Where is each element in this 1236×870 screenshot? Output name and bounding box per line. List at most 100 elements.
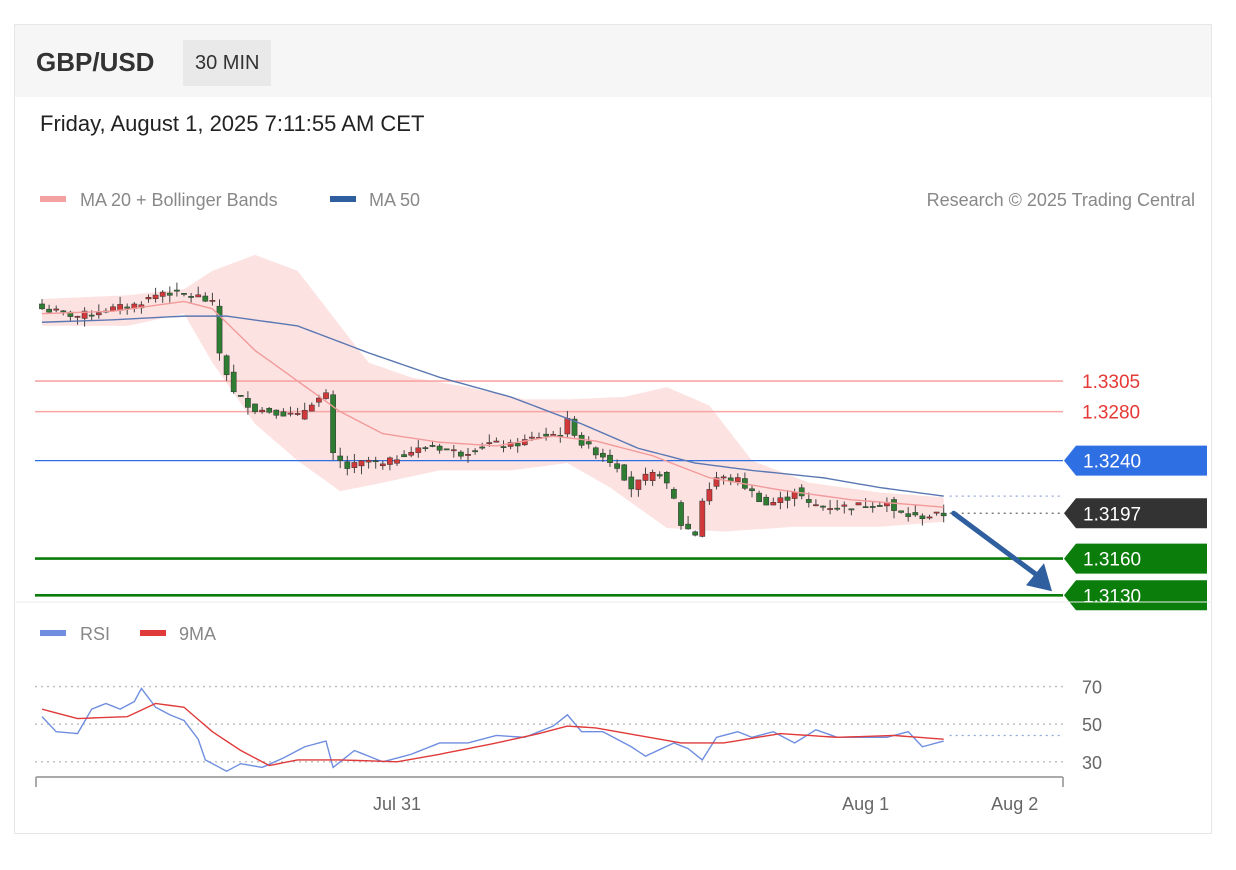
candle-down <box>940 512 947 517</box>
candle-down <box>46 308 52 313</box>
candle-up <box>770 502 777 506</box>
candle-up <box>209 300 216 302</box>
candle-up <box>635 479 642 490</box>
candle-up <box>287 412 294 415</box>
candle-up <box>493 440 500 443</box>
candle-up <box>734 477 741 483</box>
candle-up <box>53 308 60 311</box>
candle-down <box>919 515 926 519</box>
candlesticks <box>39 282 947 538</box>
candle-down <box>876 505 883 507</box>
candle-up <box>95 312 102 316</box>
legend-swatch-ma50 <box>330 196 356 202</box>
forecast-arrow-shaft <box>951 510 1043 580</box>
candle-down <box>600 452 606 458</box>
candle-down <box>834 507 841 510</box>
candle-down <box>607 454 613 463</box>
candle-down <box>436 445 443 451</box>
candle-down <box>252 403 258 413</box>
candle-down <box>756 492 762 503</box>
candle-down <box>401 454 407 458</box>
resistance-label: 1.3305 <box>1082 372 1140 393</box>
candle-down <box>862 506 869 509</box>
candle-down <box>181 293 187 295</box>
candle-down <box>543 433 549 437</box>
candle-down <box>124 306 131 309</box>
x-tick-label: Aug 2 <box>991 794 1038 814</box>
candle-up <box>259 409 265 413</box>
candle-down <box>891 499 897 511</box>
bollinger-band-area <box>42 254 944 532</box>
candle-down <box>621 464 628 481</box>
candle-up <box>316 397 322 403</box>
timeframe-badge[interactable]: 30 MIN <box>183 40 272 86</box>
candle-up <box>408 451 415 456</box>
ma50-line <box>41 315 944 497</box>
legend-rsi: RSI <box>80 624 110 644</box>
candle-up <box>713 477 720 487</box>
candle-down <box>230 371 237 393</box>
candle-up <box>294 413 301 415</box>
candle-up <box>394 459 400 464</box>
x-tick-label: Aug 1 <box>842 794 889 814</box>
price-levels <box>35 380 1063 597</box>
candle-down <box>429 445 436 447</box>
candle-down <box>663 472 670 484</box>
candle-down <box>784 496 791 501</box>
candle-down <box>372 460 379 463</box>
candle-down <box>585 441 592 445</box>
candle-down <box>671 489 677 499</box>
candle-down <box>678 502 684 526</box>
candle-up <box>706 489 713 502</box>
candle-up <box>365 459 372 463</box>
candle-up <box>387 457 393 465</box>
candle-up <box>642 473 649 481</box>
legend-ma50: MA 50 <box>369 190 420 210</box>
resistance-label: 1.3280 <box>1082 403 1140 424</box>
candle-down <box>905 513 912 517</box>
candle-down <box>571 418 578 436</box>
candle-down <box>805 499 812 503</box>
candle-up <box>813 504 819 507</box>
candle-down <box>223 355 230 376</box>
candle-up <box>450 449 457 452</box>
legend-swatch-rsi <box>40 630 66 636</box>
candle-down <box>685 523 691 530</box>
candle-down <box>422 447 429 450</box>
forecast-arrow-head <box>1026 563 1052 592</box>
rsi-tick-label: 30 <box>1082 753 1102 773</box>
candle-down <box>458 451 464 457</box>
bollinger-bands <box>42 254 944 532</box>
candle-up <box>827 508 833 510</box>
candle-up <box>933 511 940 514</box>
legend-swatch-ma20 <box>40 196 66 202</box>
candle-up <box>720 476 727 479</box>
rsi-tick-label: 70 <box>1082 678 1102 698</box>
candle-down <box>344 461 351 469</box>
candle-down <box>266 407 273 413</box>
level-labels: 1.3305 1.3280 1.3240 1.3197 1.3160 1.3130 <box>1064 372 1207 611</box>
candle-down <box>188 296 194 298</box>
pivot-label: 1.3240 <box>1083 452 1141 473</box>
candle-down <box>166 292 173 296</box>
candle-down <box>614 463 620 469</box>
candle-up <box>301 409 308 420</box>
last-label-tag <box>1064 498 1207 529</box>
candle-down <box>500 446 507 448</box>
candle-up <box>926 516 933 519</box>
candle-up <box>791 491 798 499</box>
legend-swatch-9ma <box>140 630 166 636</box>
candle-down <box>820 505 826 508</box>
candle-down <box>245 398 251 408</box>
candle-down <box>898 510 904 513</box>
candle-down <box>592 447 599 456</box>
candle-down <box>692 531 699 536</box>
instrument-pair: GBP/USD <box>36 47 155 77</box>
candle-up <box>699 500 706 537</box>
ma20-line <box>41 300 944 508</box>
candle-up <box>159 291 166 297</box>
candle-down <box>39 303 45 310</box>
candle-down <box>237 395 244 397</box>
candle-up <box>351 462 358 468</box>
